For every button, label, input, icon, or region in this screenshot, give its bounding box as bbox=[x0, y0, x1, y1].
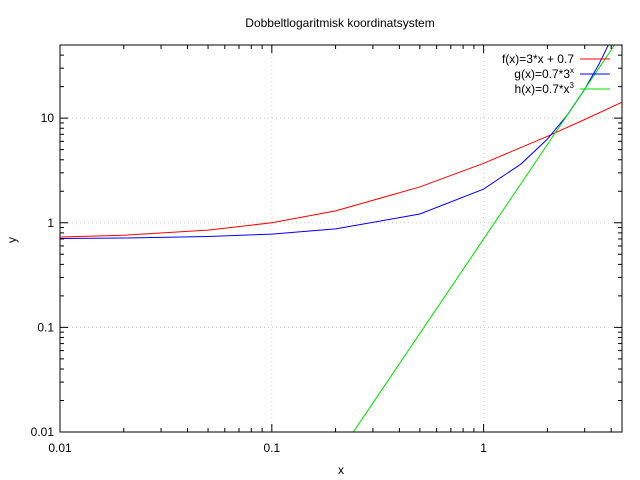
series-line-3 bbox=[352, 45, 616, 432]
y-tick-label: 10 bbox=[41, 111, 55, 125]
series-group bbox=[60, 45, 622, 432]
y-tick-label: 0.1 bbox=[37, 320, 54, 334]
legend-label-text: g(x)=0.7*3 bbox=[514, 67, 570, 81]
series-line-1 bbox=[60, 101, 622, 238]
x-tick-label: 0.1 bbox=[263, 441, 280, 455]
grid bbox=[60, 45, 622, 432]
x-tick-label: 0.01 bbox=[48, 441, 72, 455]
legend: f(x)=3*x + 0.7g(x)=0.7*3xh(x)=0.7*x3 bbox=[502, 52, 610, 96]
legend-label-3: h(x)=0.7*x3 bbox=[515, 81, 575, 96]
x-tick-label: 1 bbox=[480, 441, 487, 455]
y-tick-label: 1 bbox=[47, 216, 54, 230]
legend-label-superscript: 3 bbox=[570, 81, 575, 90]
chart-title: Dobbeltlogaritmisk koordinatsystem bbox=[245, 16, 434, 30]
plot-frame bbox=[59, 44, 623, 433]
x-axis-label: x bbox=[338, 463, 344, 477]
y-axis-label: y bbox=[5, 237, 19, 243]
series-line-2 bbox=[60, 45, 609, 239]
ticks: 0.01 0.1 1 0.01 0.1 1 10 bbox=[31, 44, 622, 455]
legend-label-text: f(x)=3*x + 0.7 bbox=[502, 52, 574, 66]
legend-label-superscript: x bbox=[570, 66, 574, 75]
legend-label-2: g(x)=0.7*3x bbox=[514, 66, 574, 81]
legend-label-1: f(x)=3*x + 0.7 bbox=[502, 52, 574, 66]
y-tick-label: 0.01 bbox=[31, 425, 55, 439]
legend-label-text: h(x)=0.7*x bbox=[515, 82, 570, 96]
